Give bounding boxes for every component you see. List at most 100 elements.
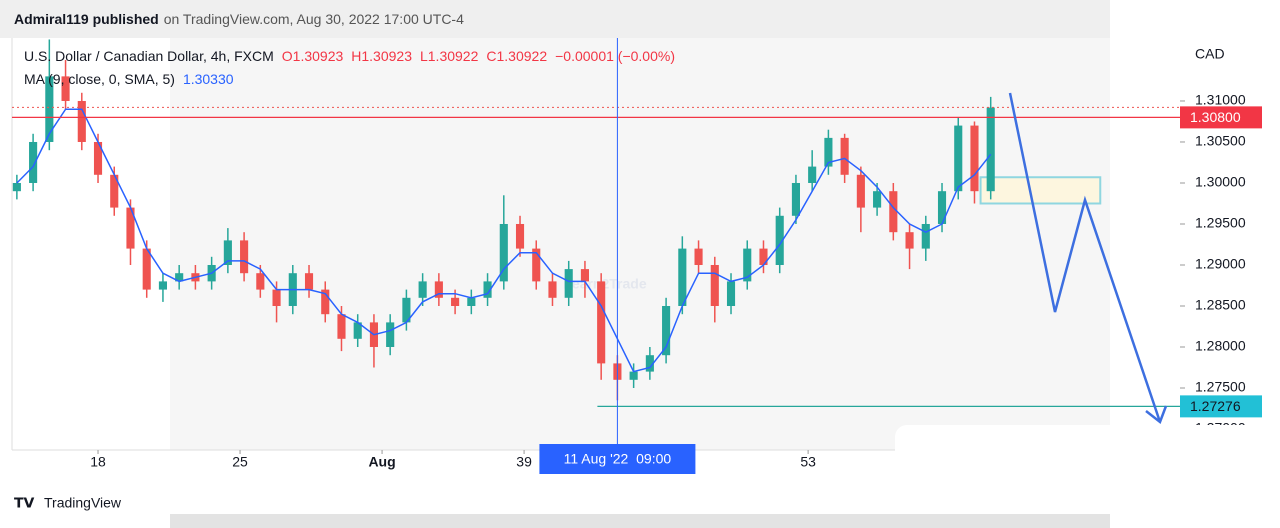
candle-body [597,281,606,364]
candle-body [629,371,638,380]
y-tick-label: 1.28000 [1195,338,1246,354]
footer-bar [170,514,1110,528]
candle-body [564,269,573,298]
candle-body [791,182,800,216]
ma-line [16,108,992,373]
plot-shade [170,38,1110,450]
candle-body [726,281,736,306]
candle-body [532,248,541,282]
axis-label: CAD [1195,46,1225,62]
ma-legend: MA (9, close, 0, SMA, 5) 1.30330 [24,71,234,87]
candle-body [93,141,103,175]
ma-name: MA (9, close, 0, SMA, 5) [24,71,175,87]
y-tick-label: 1.28500 [1195,297,1246,313]
candle-body [970,125,979,192]
candle-body [662,305,671,356]
candle-body [986,107,995,192]
candle-body [483,281,492,298]
candle-body [337,314,346,339]
candle-body [240,240,249,274]
candle-body [321,289,330,315]
level-label: 1.30800 [1190,109,1241,125]
x-tick-label: Aug [368,454,395,470]
crosshair-label: 11 Aug '22 09:00 [564,451,672,467]
candle-body [824,137,833,167]
candle-body [856,174,865,208]
candle-body [434,281,443,298]
candle-body [256,273,265,290]
y-tick-label: 1.30500 [1195,133,1246,149]
candle-body [759,248,768,265]
header-info: on TradingView.com, Aug 30, 2022 17:00 U… [164,11,464,27]
candle-body [304,273,314,290]
y-tick-label: 1.30000 [1195,174,1246,190]
level-label-bg [1180,106,1262,129]
candle-body [743,248,752,282]
candle-body [158,281,168,290]
level-label-bg [1180,395,1262,418]
candle-body [515,223,525,249]
ohlc-low: L1.30922 [420,48,479,64]
candle-body [142,248,151,290]
candle-body [678,248,687,306]
candle-body [402,297,411,323]
x-tick-label: 25 [232,454,248,470]
candle-body [937,191,947,224]
arrow-head [1145,405,1168,425]
candle-body [12,182,21,192]
candle-body [694,248,703,265]
candle-body [126,207,135,249]
candle-body [45,76,54,142]
candle-body [889,191,898,233]
y-tick-label: 1.29000 [1195,256,1246,272]
y-tick-label: 1.27500 [1195,379,1246,395]
candle-body [61,76,70,101]
occlusion [895,425,1265,505]
x-tick-label: 18 [90,454,106,470]
candle-body [499,223,508,282]
y-tick-label: 1.29500 [1195,215,1246,231]
y-tick-label: 1.31000 [1195,92,1246,108]
candle-body [29,141,38,183]
candle-body [110,174,119,208]
candle-body [386,322,395,347]
candle-body [921,223,930,249]
candle-body [77,100,86,142]
candle-body [467,297,476,306]
drawn-arrow [1008,92,1162,423]
symbol: U.S. Dollar / Canadian Dollar, 4h, FXCM [24,48,274,64]
ohlc-change: −0.00001 (−0.00%) [555,48,675,64]
header: Admiral119 published on TradingView.com, … [14,11,464,27]
candle-body [873,191,882,208]
legend: U.S. Dollar / Canadian Dollar, 4h, FXCM O… [24,48,675,64]
candle-body [451,297,460,306]
candle-body [418,281,427,298]
candle-body [353,322,362,339]
candle-body [905,232,914,249]
candle-body [645,355,654,372]
candle-body [710,264,719,306]
ohlc-high: H1.30923 [351,48,412,64]
x-tick-label: 53 [800,454,816,470]
candle-body [580,269,590,282]
ohlc-open: O1.30923 [282,48,344,64]
candle-body [808,166,817,183]
crosshair-label-bg [539,444,696,474]
author: Admiral119 published [14,11,159,27]
x-tick-label: 39 [516,454,532,470]
candle-body [954,125,963,192]
candle-body [548,281,557,298]
ma-value: 1.30330 [183,71,234,87]
header-bar [0,0,1110,38]
brand: TradingView [44,495,122,511]
candle-body [272,289,281,306]
level-label: 1.27276 [1190,398,1241,414]
brand-logo: 𝗧𝗩 [14,495,35,511]
candle-body [840,137,849,175]
zone-box [979,176,1102,205]
candle-body [223,240,232,265]
candle-body [175,273,184,282]
candle-body [775,215,784,265]
ohlc-close: C1.30922 [486,48,547,64]
